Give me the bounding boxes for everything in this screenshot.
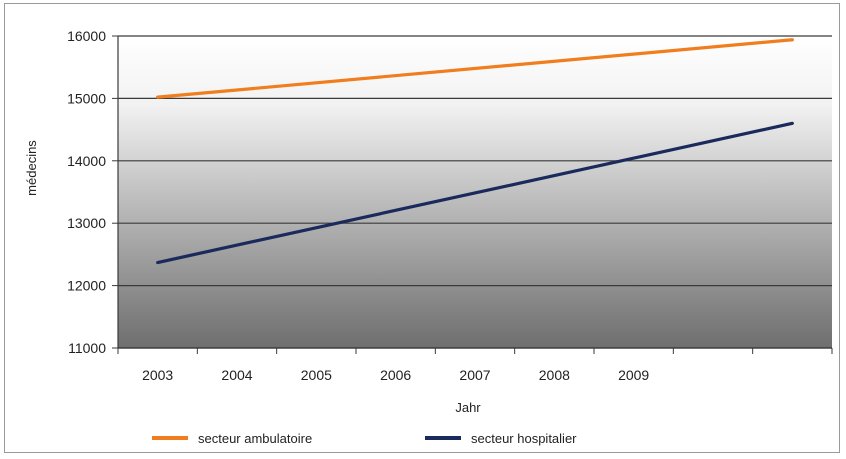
legend-label-secteur-ambulatoire: secteur ambulatoire bbox=[198, 431, 312, 446]
x-tick-label: 2006 bbox=[380, 367, 411, 383]
y-axis-title: médecins bbox=[24, 140, 39, 196]
legend-label-secteur-hospitalier: secteur hospitalier bbox=[471, 431, 577, 446]
x-tick-label: 2007 bbox=[459, 367, 490, 383]
x-tick-label: 2004 bbox=[221, 367, 252, 383]
y-tick-label: 12000 bbox=[67, 278, 106, 294]
x-tick-label: 2009 bbox=[618, 367, 649, 383]
x-tick-label: 2003 bbox=[142, 367, 173, 383]
x-tick-label: 2008 bbox=[539, 367, 570, 383]
x-axis: 2003 2004 2005 2006 2007 2008 2009 bbox=[118, 348, 832, 383]
x-axis-title: Jahr bbox=[455, 400, 481, 415]
y-tick-label: 13000 bbox=[67, 215, 106, 231]
y-tick-label: 16000 bbox=[67, 28, 106, 44]
y-tick-label: 11000 bbox=[68, 340, 106, 356]
y-tick-label: 15000 bbox=[67, 90, 106, 106]
legend: secteur ambulatoire secteur hospitalier bbox=[152, 431, 577, 446]
y-axis: 11000 12000 13000 14000 15000 16000 bbox=[67, 28, 118, 356]
x-tick-label: 2005 bbox=[301, 367, 332, 383]
y-tick-label: 14000 bbox=[67, 153, 106, 169]
